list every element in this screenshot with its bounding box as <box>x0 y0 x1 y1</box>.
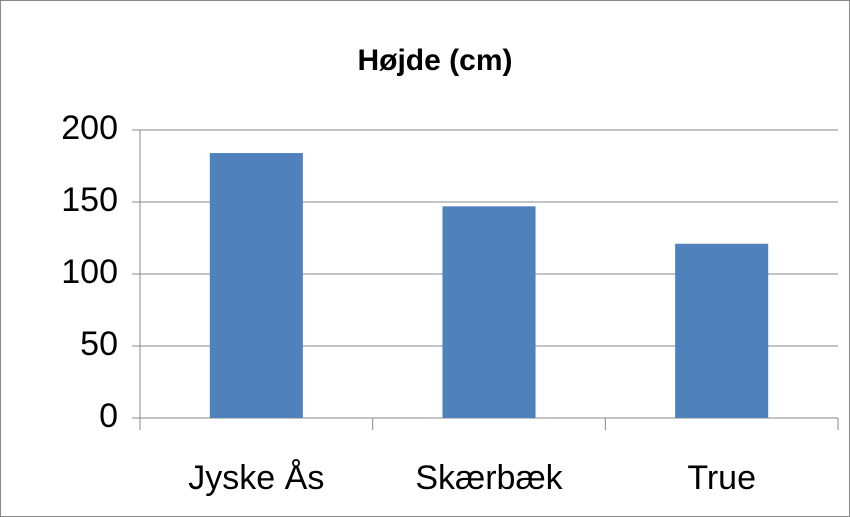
bar <box>209 153 303 419</box>
x-tick-label: True <box>687 459 756 497</box>
x-tick-label: Skærbæk <box>415 459 563 497</box>
y-tick-label: 50 <box>80 325 118 363</box>
y-tick-label: 0 <box>99 397 118 435</box>
bar <box>675 243 769 418</box>
bar <box>442 206 536 418</box>
y-tick-label: 150 <box>61 181 118 219</box>
chart-title: Højde (cm) <box>357 44 512 77</box>
y-tick-label: 100 <box>61 253 118 291</box>
y-tick-label: 200 <box>61 109 118 147</box>
x-tick-label: Jyske Ås <box>188 459 324 497</box>
